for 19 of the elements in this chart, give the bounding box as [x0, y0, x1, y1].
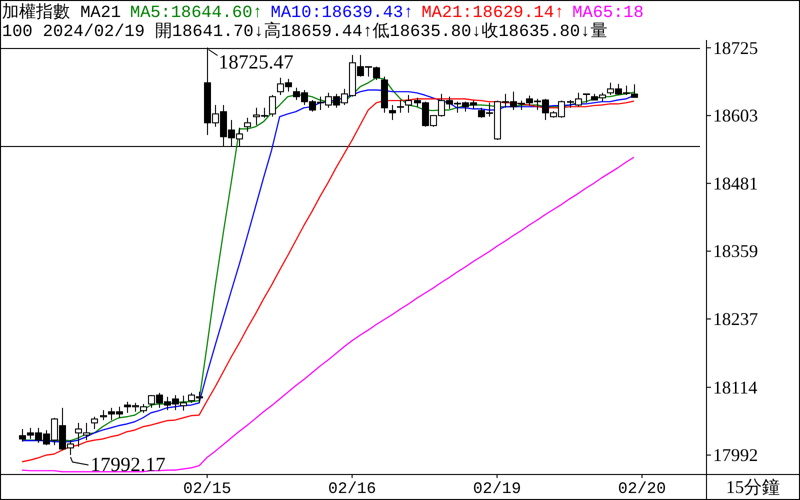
y-tick-label: 18237 — [713, 308, 758, 329]
y-tick-label: 18114 — [713, 377, 758, 398]
x-tick-label: 02/16 — [328, 480, 376, 498]
x-tick-label: 02/15 — [183, 480, 232, 498]
annotation: 18725.47 — [208, 49, 294, 74]
annotation: 17992.17 — [70, 454, 166, 476]
y-tick-label: 17992 — [713, 445, 758, 466]
y-tick-label: 18359 — [713, 241, 758, 262]
x-tick-label: 02/19 — [473, 480, 522, 498]
y-tick-label: 18481 — [713, 173, 758, 194]
chart-subtitle: 100 2024/02/19 開18641.70↓高18659.44↑低18635.80↓收18635.80↓量 — [2, 21, 608, 42]
x-axis-title: 15分鐘 — [726, 477, 780, 497]
y-tick-label: 18725 — [713, 38, 758, 58]
x-tick-label: 02/20 — [618, 480, 666, 498]
annotation: 18725.47 — [218, 52, 294, 74]
header: 加權指數 MA21 MA5:18644.60↑ MA10:18639.43↑ MA21:18629.14↑ MA65:18 100 2024/02/19 開18641.70↓高18659.44↑低18635.80↓收18635.80↓量 — [2, 4, 644, 42]
annotation: 17992.17 — [90, 454, 166, 476]
chart-title: 加權指數 MA21 — [2, 3, 122, 23]
y-tick-label: 18603 — [713, 106, 758, 126]
